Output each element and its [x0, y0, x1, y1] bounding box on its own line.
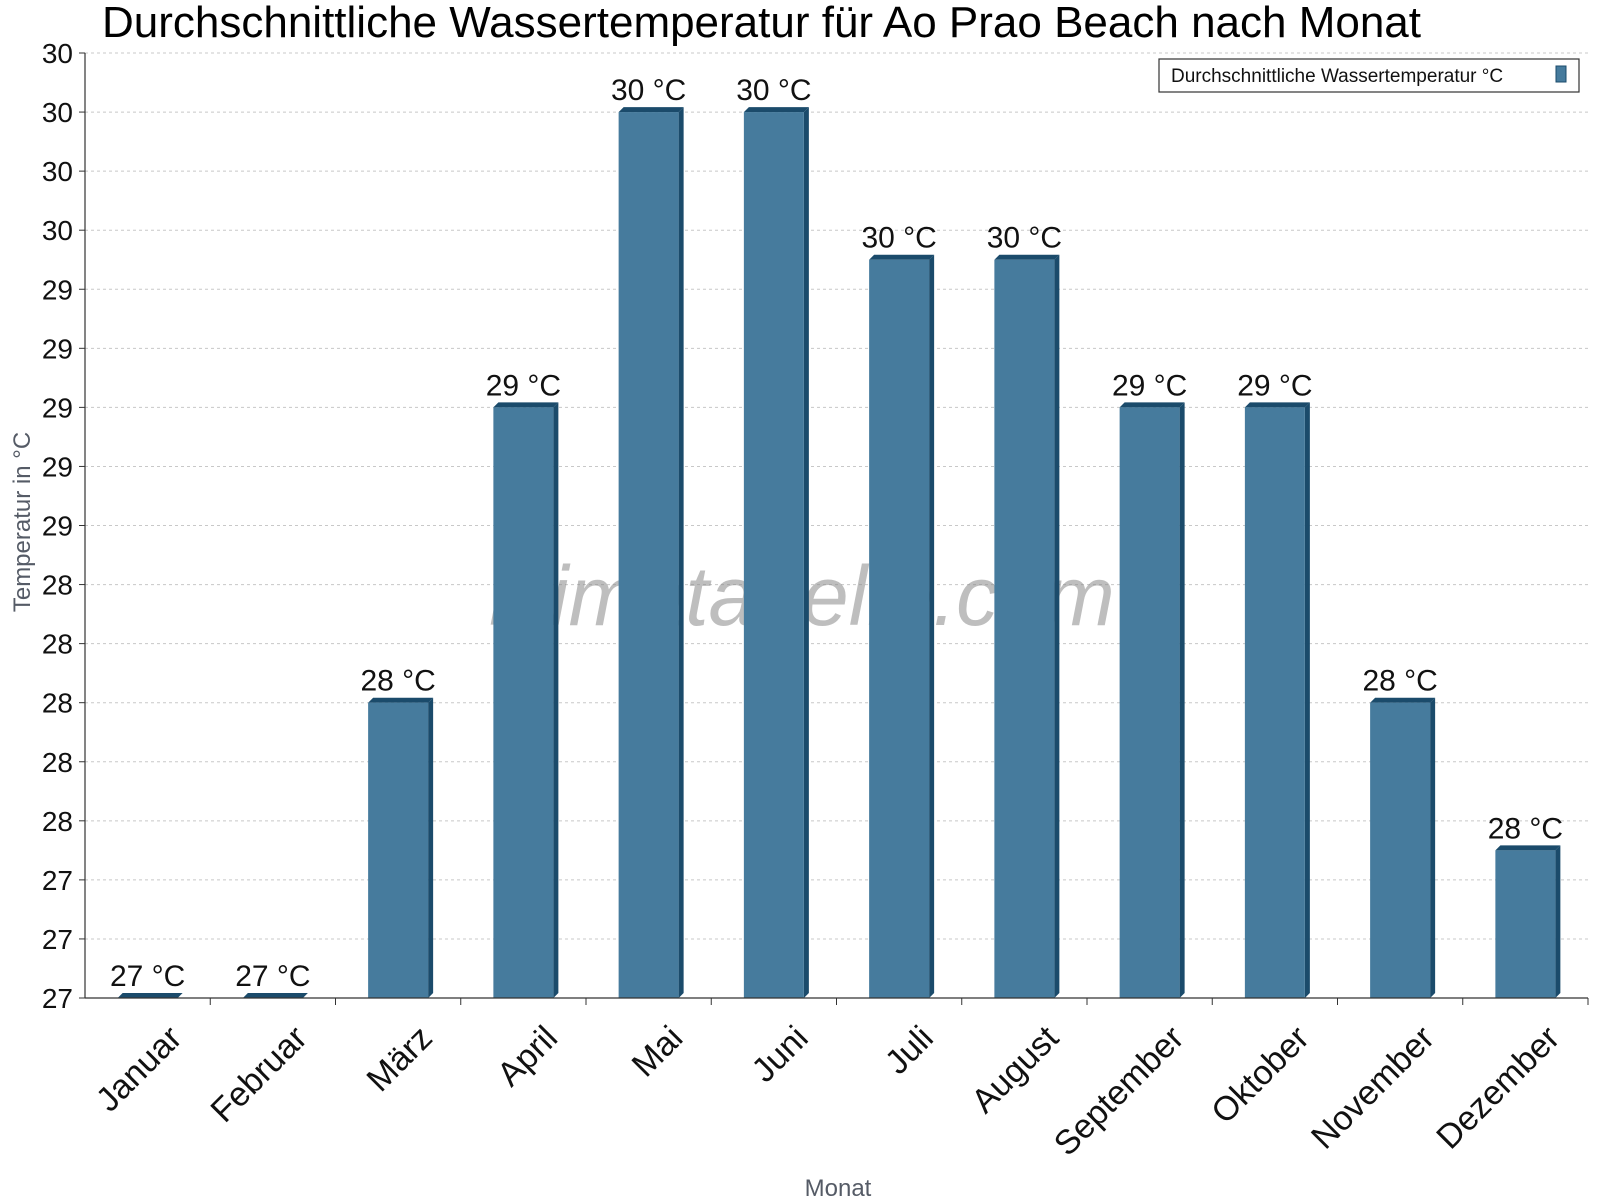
y-tick-label: 29: [42, 511, 73, 542]
legend-box: [1158, 58, 1580, 93]
value-label: 29 °C: [1112, 369, 1187, 402]
bar-front-face: [1370, 702, 1431, 998]
value-label: 27 °C: [110, 960, 185, 993]
y-tick-label: 27: [42, 924, 73, 955]
bar-top-face: [117, 993, 183, 998]
bar-side-face: [553, 402, 559, 998]
bar: [368, 697, 434, 998]
x-tick-label: November: [1304, 1019, 1442, 1157]
legend: Durchschnittliche Wassertemperatur °C: [1158, 58, 1580, 93]
bar-top-face: [869, 254, 935, 260]
value-labels: 27 °C 27 °C 28 °C 29 °C 30 °C 30 °C 30 °C 30 °C…: [110, 74, 1563, 993]
bar-front-face: [1495, 850, 1556, 998]
bar-side-face: [803, 107, 809, 998]
bar-top-face: [368, 697, 434, 703]
y-tick-label: 29: [42, 392, 73, 423]
y-tick-label: 27: [42, 983, 73, 1014]
bar-front-face: [493, 407, 554, 998]
bar-top-face: [242, 993, 308, 998]
bar: [869, 254, 935, 998]
bar-top-face: [1495, 845, 1561, 851]
value-label: 27 °C: [235, 960, 310, 993]
bar-front-face: [743, 112, 804, 998]
x-tick-label: Januar: [89, 1019, 189, 1119]
bar: [493, 402, 559, 998]
x-tick-labels: Januar Februar März April Mai Juni Juli AugustS…: [89, 1018, 1567, 1163]
bar-side-face: [428, 697, 434, 998]
grid-lines: [85, 52, 1588, 940]
y-tick-label: 29: [42, 451, 73, 482]
y-tick-label: 28: [42, 629, 73, 660]
y-tick-label: 30: [42, 156, 73, 187]
y-tick-label: 28: [42, 570, 73, 601]
bar: [743, 107, 809, 998]
bar-top-face: [743, 107, 809, 113]
y-tick-label: 28: [42, 806, 73, 837]
bar: [1495, 845, 1561, 998]
y-tick-label: 28: [42, 688, 73, 719]
y-tick-label: 29: [42, 274, 73, 305]
bar: [994, 254, 1060, 998]
x-tick-label: März: [360, 1019, 440, 1099]
bar-side-face: [1054, 254, 1060, 998]
value-label: 30 °C: [861, 222, 936, 255]
x-tick-label: Februar: [204, 1019, 315, 1130]
value-label: 29 °C: [486, 369, 561, 402]
legend-entry-label: Durchschnittliche Wassertemperatur °C: [1171, 66, 1503, 87]
bar-side-face: [1304, 402, 1310, 998]
bar-side-face: [1555, 845, 1561, 998]
bar: [242, 993, 308, 998]
bar-front-face: [994, 259, 1055, 998]
bar-top-face: [1244, 402, 1310, 408]
value-label: 28 °C: [1488, 812, 1563, 845]
bar: [618, 107, 684, 998]
y-tick-label: 30: [42, 97, 73, 128]
bar-top-face: [1119, 402, 1185, 408]
y-tick-label: 30: [42, 38, 73, 69]
y-tick-label: 29: [42, 333, 73, 364]
bars: [117, 107, 1561, 998]
x-tick-label: Mai: [625, 1019, 691, 1085]
y-tick-label: 27: [42, 865, 73, 896]
bar-front-face: [618, 112, 679, 998]
x-tick-label: August: [964, 1018, 1066, 1120]
value-label: 30 °C: [987, 222, 1062, 255]
bar-front-face: [368, 702, 429, 998]
bar-side-face: [1179, 402, 1185, 998]
x-tick-label: Juli: [878, 1019, 941, 1082]
bar-side-face: [1430, 697, 1436, 998]
bar: [117, 993, 183, 998]
legend-swatch: [1555, 65, 1567, 83]
y-tick-labels: 27 27 27 28 28 28 28 28 29 29 29 29 29 30 30 30 30: [42, 38, 73, 1014]
bar-side-face: [929, 254, 935, 998]
x-tick-label: Oktober: [1204, 1019, 1316, 1131]
axes: [79, 52, 1589, 1005]
bar: [1370, 697, 1436, 998]
value-label: 28 °C: [360, 665, 435, 698]
value-label: 30 °C: [611, 74, 686, 107]
x-tick-label: September: [1047, 1019, 1191, 1163]
bar: [1244, 402, 1310, 998]
y-tick-label: 28: [42, 747, 73, 778]
value-label: 30 °C: [736, 74, 811, 107]
value-label: 29 °C: [1237, 369, 1312, 402]
bar-front-face: [869, 259, 930, 998]
x-tick-label: Dezember: [1429, 1019, 1567, 1157]
bar: [1119, 402, 1185, 998]
x-tick-label: April: [490, 1019, 565, 1094]
value-label: 28 °C: [1362, 665, 1437, 698]
y-axis-label: Temperatur in °C: [9, 432, 36, 612]
x-axis-label: Monat: [805, 1175, 872, 1200]
y-tick-label: 30: [42, 215, 73, 246]
bar-top-face: [493, 402, 559, 408]
bar-front-face: [1244, 407, 1305, 998]
bar-side-face: [678, 107, 684, 998]
bar-top-face: [994, 254, 1060, 260]
bar-top-face: [1370, 697, 1436, 703]
bar-top-face: [618, 107, 684, 113]
bar-front-face: [1119, 407, 1180, 998]
x-tick-label: Juni: [745, 1019, 816, 1090]
chart-title: Durchschnittliche Wassertemperatur für A…: [102, 0, 1421, 47]
